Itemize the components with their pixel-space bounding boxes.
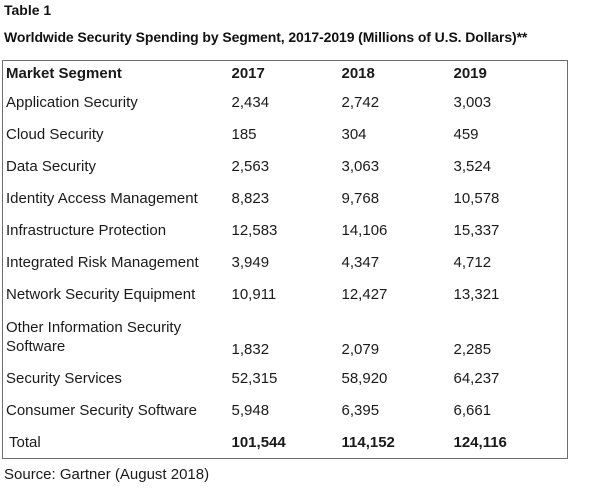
table-row: Network Security Equipment 10,911 12,427… xyxy=(3,279,568,311)
value-2018-cell: 58,920 xyxy=(341,370,388,387)
value-2017-cell: 8,823 xyxy=(231,190,270,207)
table-row: Identity Access Management 8,823 9,768 1… xyxy=(3,183,568,215)
value-2019-cell: 13,321 xyxy=(453,286,500,303)
value-2017-cell: 2,563 xyxy=(231,158,270,175)
segment-cell: Application Security xyxy=(6,94,138,111)
table-header-row: Market Segment 2017 2018 2019 xyxy=(3,61,568,87)
value-2018-cell: 3,063 xyxy=(341,158,380,175)
value-2018-cell: 9,768 xyxy=(341,190,380,207)
value-2018-cell: 4,347 xyxy=(341,254,380,271)
table-row: Integrated Risk Management 3,949 4,347 4… xyxy=(3,247,568,279)
table-total-row: Total 101,544 114,152 124,116 xyxy=(3,427,568,459)
table-title: Worldwide Security Spending by Segment, … xyxy=(4,29,528,45)
value-2017-cell: 12,583 xyxy=(231,222,278,239)
value-2019-cell: 10,578 xyxy=(453,190,500,207)
segment-cell: Consumer Security Software xyxy=(6,402,197,419)
table-row: Consumer Security Software 5,948 6,395 6… xyxy=(3,395,568,427)
segment-cell: Data Security xyxy=(6,158,97,175)
table-row: Other Information Security Software 1,83… xyxy=(3,311,568,363)
security-spending-table: Market Segment 2017 2018 2019 Applicatio… xyxy=(2,60,568,459)
table-row: Data Security 2,563 3,063 3,524 xyxy=(3,151,568,183)
value-2019-cell: 459 xyxy=(453,126,479,143)
column-header-2019: 2019 xyxy=(453,65,487,82)
value-2019-cell: 3,003 xyxy=(453,94,492,111)
column-header-2018: 2018 xyxy=(341,65,375,82)
value-2017-cell: 1,832 xyxy=(231,340,270,358)
table-row: Cloud Security 185 304 459 xyxy=(3,119,568,151)
value-2017-cell: 185 xyxy=(231,126,257,143)
value-2017-cell: 52,315 xyxy=(231,370,278,387)
table-row: Infrastructure Protection 12,583 14,106 … xyxy=(3,215,568,247)
value-2017-cell: 5,948 xyxy=(231,402,270,419)
value-2018-cell: 12,427 xyxy=(341,286,388,303)
segment-cell: Infrastructure Protection xyxy=(6,222,167,239)
value-2019-cell: 64,237 xyxy=(453,370,500,387)
value-2018-cell: 14,106 xyxy=(341,222,388,239)
segment-cell: Network Security Equipment xyxy=(6,286,196,303)
column-header-2017: 2017 xyxy=(231,65,265,82)
value-2019-cell: 4,712 xyxy=(453,254,492,271)
total-2019-cell: 124,116 xyxy=(453,433,507,451)
total-label-cell: Total xyxy=(9,433,41,451)
value-2019-cell: 6,661 xyxy=(453,402,492,419)
segment-cell: Identity Access Management xyxy=(6,190,198,207)
value-2019-cell: 15,337 xyxy=(453,222,500,239)
value-2019-cell: 2,285 xyxy=(453,340,492,358)
segment-cell: Other Information Security Software xyxy=(6,318,182,355)
value-2017-cell: 10,911 xyxy=(231,286,277,303)
value-2017-cell: 3,949 xyxy=(231,254,270,271)
total-2017-cell: 101,544 xyxy=(231,433,286,451)
value-2018-cell: 6,395 xyxy=(341,402,380,419)
value-2017-cell: 2,434 xyxy=(231,94,270,111)
segment-cell: Integrated Risk Management xyxy=(6,254,199,271)
source-note: Source: Gartner (August 2018) xyxy=(4,466,210,483)
value-2018-cell: 2,742 xyxy=(341,94,380,111)
value-2018-cell: 2,079 xyxy=(341,340,380,358)
table-row: Application Security 2,434 2,742 3,003 xyxy=(3,87,568,119)
segment-cell: Security Services xyxy=(6,370,122,387)
segment-cell: Cloud Security xyxy=(6,126,104,143)
column-header-market-segment: Market Segment xyxy=(6,65,122,82)
total-2018-cell: 114,152 xyxy=(341,433,395,451)
table-label: Table 1 xyxy=(4,2,52,18)
value-2019-cell: 3,524 xyxy=(453,158,492,175)
table-row: Security Services 52,315 58,920 64,237 xyxy=(3,363,568,395)
value-2018-cell: 304 xyxy=(341,126,367,143)
